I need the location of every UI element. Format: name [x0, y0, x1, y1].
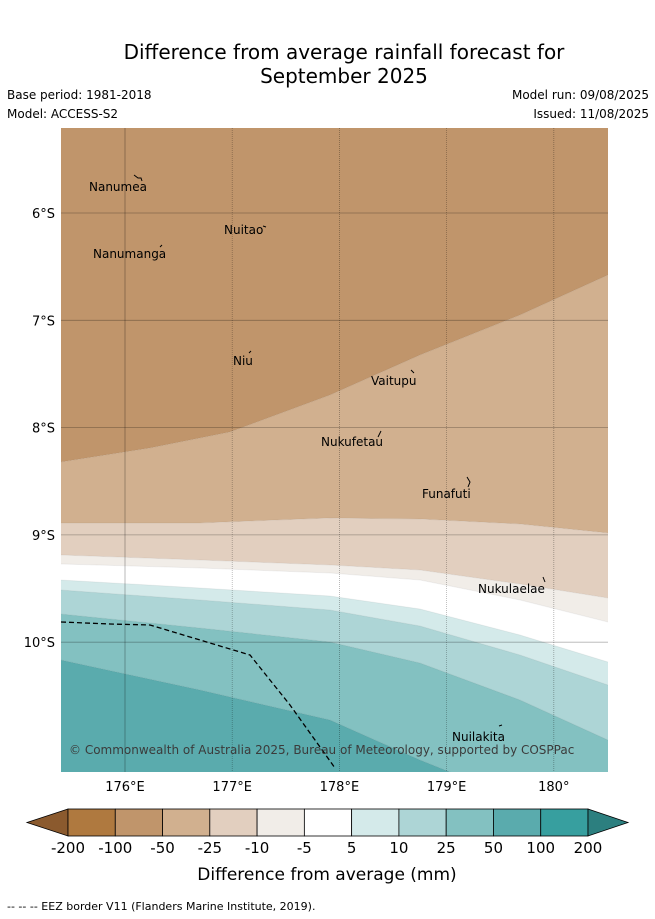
- island-outline: [133, 174, 143, 182]
- island-outline: [159, 244, 163, 248]
- colorbar-tick-label: 100: [526, 839, 555, 857]
- colorbar-segment: [114, 808, 163, 837]
- place-label-nukulaelae: Nukulaelae: [478, 582, 545, 596]
- gridlines: [61, 128, 608, 772]
- band-edge: [61, 554, 608, 599]
- map-fill-bands: [61, 128, 608, 772]
- colorbar-tick-label: -10: [245, 839, 270, 857]
- island-outline: [262, 225, 267, 228]
- rainfall-band: [61, 614, 608, 772]
- lon-label: 179°E: [427, 780, 467, 795]
- island-outline: [542, 576, 546, 583]
- colorbar-tick-label: 200: [574, 839, 603, 857]
- lat-label: 7°S: [32, 314, 55, 329]
- colorbar-tick-label: -50: [150, 839, 175, 857]
- lat-label: 10°S: [24, 636, 55, 651]
- island-outline: [498, 724, 503, 727]
- rainfall-band: [61, 590, 608, 740]
- island-outline: [377, 430, 382, 438]
- rainfall-band: [61, 518, 608, 598]
- model-name: Model: ACCESS-S2: [7, 107, 119, 121]
- colorbar-tick-label: 50: [484, 839, 503, 857]
- title-line-2: September 2025: [260, 64, 428, 88]
- band-edges: [61, 274, 608, 772]
- lon-label: 177°E: [212, 780, 252, 795]
- colorbar-segment: [209, 808, 258, 837]
- lat-label: 6°S: [32, 207, 55, 222]
- colorbar-segment: [398, 808, 447, 837]
- lon-label: 176°E: [105, 780, 145, 795]
- colorbar-segment: [493, 808, 542, 837]
- eez-border: [61, 621, 336, 769]
- lon-label: 178°E: [320, 780, 360, 795]
- issued-date: Issued: 11/08/2025: [533, 107, 649, 121]
- colorbar-extend-high: [587, 808, 630, 837]
- lat-label: 8°S: [32, 422, 55, 437]
- band-edge: [61, 274, 608, 463]
- colorbar-tick-label: -25: [198, 839, 223, 857]
- rainfall-band: [61, 275, 608, 533]
- eez-footnote: -- -- -- EEZ border V11 (Flanders Marine…: [7, 900, 316, 913]
- colorbar-tick-label: 10: [389, 839, 408, 857]
- colorbar-extend-low: [25, 808, 69, 837]
- colorbar-segment: [445, 808, 494, 837]
- band-edge: [61, 589, 608, 686]
- band-edge: [61, 563, 608, 623]
- band-edge: [61, 517, 608, 534]
- colorbar-tick-label: 5: [347, 839, 357, 857]
- band-edge: [61, 579, 608, 663]
- island-outline: [410, 369, 415, 374]
- rainfall-map: Nanumea Nuitao Nanumanga Niu Vaitupu Nukufeta…: [24, 128, 630, 885]
- colorbar-segment: [67, 808, 116, 837]
- colorbar-tick-label: -5: [297, 839, 312, 857]
- island-outline: [466, 476, 471, 488]
- lat-label: 9°S: [32, 529, 55, 544]
- island-outline: [248, 350, 252, 354]
- colorbar-segment: [540, 808, 589, 837]
- colorbar-segment: [256, 808, 305, 837]
- model-run: Model run: 09/08/2025: [511, 88, 649, 102]
- rainfall-band: [61, 564, 608, 662]
- colorbar-segment: [162, 808, 211, 837]
- band-edge: [61, 613, 608, 741]
- rainfall-band: [61, 580, 608, 685]
- place-label-vaitupu: Vaitupu: [371, 374, 417, 388]
- title-line-1: Difference from average rainfall forecas…: [123, 40, 565, 64]
- colorbar-tick-label: 25: [437, 839, 456, 857]
- place-label-nuitao: Nuitao: [224, 223, 263, 237]
- lon-label: 180°: [538, 780, 569, 795]
- colorbar-title: Difference from average (mm): [197, 865, 456, 885]
- rainfall-band: [61, 128, 608, 462]
- place-label-nanumea: Nanumea: [89, 180, 147, 194]
- map-title: Difference from average rainfall forecas…: [0, 40, 655, 88]
- rainfall-band: [61, 555, 608, 622]
- place-label-nukufetau: Nukufetau: [321, 435, 383, 449]
- colorbar: -200 -100 -50 -25 -10 -5 5 10 25 50 100 200 Differen…: [25, 808, 630, 885]
- place-label-niu: Niu: [233, 354, 253, 368]
- place-label-nanumanga: Nanumanga: [93, 247, 166, 261]
- place-label-nuilakita: Nuilakita: [452, 730, 505, 744]
- place-label-funafuti: Funafuti: [422, 487, 471, 501]
- band-edge: [61, 659, 452, 772]
- base-period: Base period: 1981-2018: [7, 88, 152, 102]
- colorbar-tick-label: -200: [51, 839, 85, 857]
- copyright-note: © Commonwealth of Australia 2025, Bureau…: [69, 743, 574, 757]
- colorbar-segment: [303, 808, 353, 837]
- colorbar-tick-label: -100: [98, 839, 132, 857]
- colorbar-segment: [351, 808, 400, 837]
- rainfall-band: [61, 660, 608, 772]
